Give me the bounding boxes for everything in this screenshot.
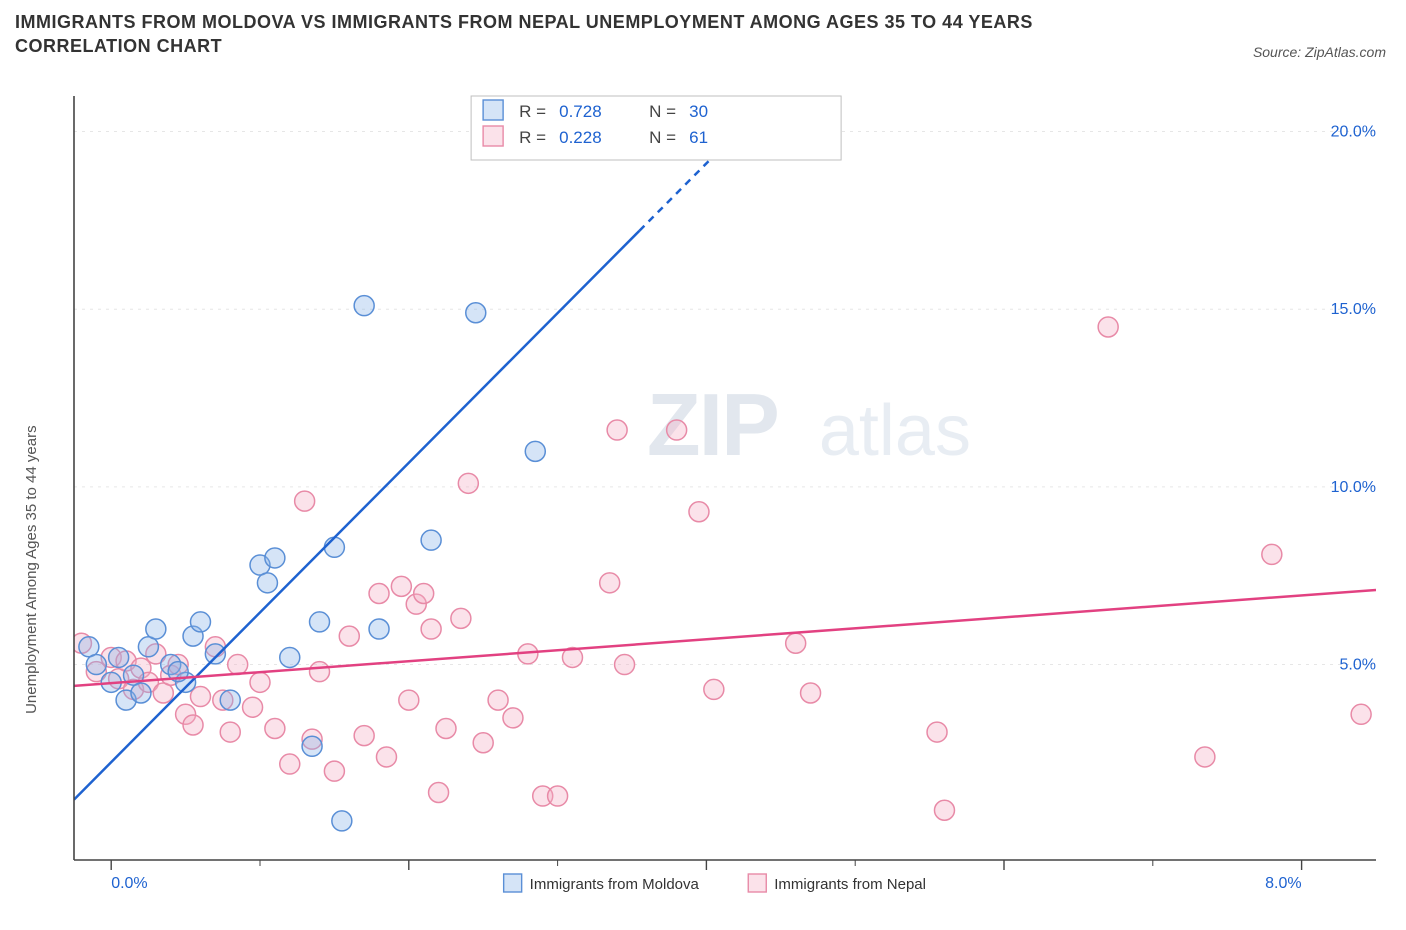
- point-moldova: [146, 619, 166, 639]
- legend-label-moldova: Immigrants from Moldova: [530, 876, 700, 893]
- point-moldova: [131, 683, 151, 703]
- point-moldova: [220, 690, 240, 710]
- point-moldova: [86, 655, 106, 675]
- stats-swatch-nepal: [483, 126, 503, 146]
- point-nepal: [667, 420, 687, 440]
- point-nepal: [324, 761, 344, 781]
- stats-N-label: N =: [649, 128, 676, 147]
- point-nepal: [250, 672, 270, 692]
- stats-R-label: R =: [519, 102, 546, 121]
- point-nepal: [600, 573, 620, 593]
- chart-svg: ZIP atlas 0.0% 8.0% 5.0% 10.0% 15.0% 20.0% Unemp…: [0, 90, 1406, 930]
- point-nepal: [228, 655, 248, 675]
- stats-R-value: 0.728: [559, 102, 602, 121]
- point-nepal: [801, 683, 821, 703]
- point-nepal: [429, 782, 449, 802]
- stats-R-value: 0.228: [559, 128, 602, 147]
- point-moldova: [205, 644, 225, 664]
- point-nepal: [473, 733, 493, 753]
- legend-swatch-moldova: [504, 874, 522, 892]
- point-moldova: [190, 612, 210, 632]
- stats-swatch-moldova: [483, 100, 503, 120]
- point-moldova: [369, 619, 389, 639]
- stats-N-value: 30: [689, 102, 708, 121]
- point-nepal: [503, 708, 523, 728]
- point-moldova: [79, 637, 99, 657]
- stats-N-label: N =: [649, 102, 676, 121]
- point-nepal: [786, 633, 806, 653]
- point-nepal: [615, 655, 635, 675]
- legend-swatch-nepal: [748, 874, 766, 892]
- point-nepal: [548, 786, 568, 806]
- point-moldova: [324, 537, 344, 557]
- point-nepal: [295, 491, 315, 511]
- plot-area: [74, 96, 1376, 860]
- stats-N-value: 61: [689, 128, 708, 147]
- point-nepal: [488, 690, 508, 710]
- y-tick-label: 10.0%: [1331, 479, 1376, 496]
- point-nepal: [451, 608, 471, 628]
- y-tick-label: 5.0%: [1340, 657, 1376, 674]
- point-nepal: [436, 719, 456, 739]
- point-moldova: [354, 296, 374, 316]
- point-nepal: [458, 473, 478, 493]
- x-tick-label: 8.0%: [1265, 875, 1301, 892]
- svg-text:atlas: atlas: [819, 391, 971, 471]
- chart-title: IMMIGRANTS FROM MOLDOVA VS IMMIGRANTS FR…: [15, 10, 1076, 59]
- point-nepal: [153, 683, 173, 703]
- point-moldova: [138, 637, 158, 657]
- y-axis-title: Unemployment Among Ages 35 to 44 years: [23, 425, 40, 714]
- point-nepal: [354, 726, 374, 746]
- point-nepal: [376, 747, 396, 767]
- point-nepal: [704, 679, 724, 699]
- point-nepal: [310, 662, 330, 682]
- stats-box: R = 0.728 N = 30 R = 0.228 N = 61: [471, 96, 841, 160]
- point-nepal: [414, 583, 434, 603]
- point-moldova: [310, 612, 330, 632]
- point-nepal: [1098, 317, 1118, 337]
- point-nepal: [243, 697, 263, 717]
- point-moldova: [332, 811, 352, 831]
- point-nepal: [927, 722, 947, 742]
- point-nepal: [934, 800, 954, 820]
- point-moldova: [421, 530, 441, 550]
- point-moldova: [265, 548, 285, 568]
- point-moldova: [525, 441, 545, 461]
- x-tick-label: 0.0%: [111, 875, 147, 892]
- point-nepal: [689, 502, 709, 522]
- point-nepal: [1351, 704, 1371, 724]
- point-nepal: [280, 754, 300, 774]
- source-label: Source: ZipAtlas.com: [1253, 44, 1386, 60]
- legend-label-nepal: Immigrants from Nepal: [774, 876, 926, 893]
- point-nepal: [391, 576, 411, 596]
- point-nepal: [339, 626, 359, 646]
- point-nepal: [369, 583, 389, 603]
- point-nepal: [220, 722, 240, 742]
- point-moldova: [466, 303, 486, 323]
- point-nepal: [607, 420, 627, 440]
- y-tick-label: 15.0%: [1331, 301, 1376, 318]
- point-moldova: [280, 647, 300, 667]
- stats-R-label: R =: [519, 128, 546, 147]
- point-nepal: [421, 619, 441, 639]
- footer-legend: Immigrants from Moldova Immigrants from N…: [504, 874, 926, 893]
- svg-text:ZIP: ZIP: [647, 375, 778, 474]
- point-moldova: [302, 736, 322, 756]
- point-moldova: [109, 647, 129, 667]
- point-nepal: [265, 719, 285, 739]
- point-nepal: [183, 715, 203, 735]
- point-nepal: [399, 690, 419, 710]
- y-tick-label: 20.0%: [1331, 124, 1376, 141]
- point-nepal: [1262, 544, 1282, 564]
- point-moldova: [257, 573, 277, 593]
- point-nepal: [1195, 747, 1215, 767]
